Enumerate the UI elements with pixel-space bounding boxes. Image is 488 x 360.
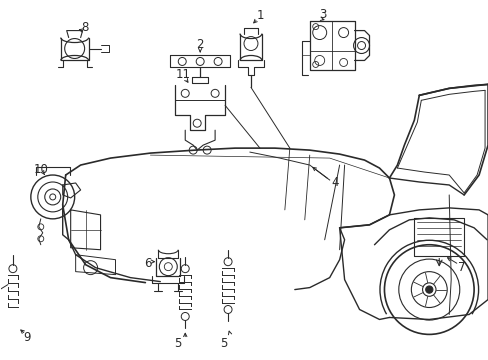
Text: 4: 4 bbox=[330, 176, 338, 189]
Text: 5: 5 bbox=[220, 337, 227, 350]
Circle shape bbox=[50, 194, 56, 200]
Circle shape bbox=[357, 41, 365, 50]
Circle shape bbox=[422, 283, 435, 296]
Text: 5: 5 bbox=[174, 337, 182, 350]
Text: 10: 10 bbox=[33, 163, 48, 176]
Text: 9: 9 bbox=[23, 331, 31, 344]
Text: 6: 6 bbox=[143, 257, 151, 270]
Text: 11: 11 bbox=[175, 68, 190, 81]
Text: 3: 3 bbox=[318, 8, 325, 21]
Text: 8: 8 bbox=[81, 21, 88, 34]
Text: 7: 7 bbox=[457, 261, 465, 274]
Text: 2: 2 bbox=[196, 38, 203, 51]
Text: 1: 1 bbox=[256, 9, 263, 22]
Circle shape bbox=[425, 286, 432, 293]
